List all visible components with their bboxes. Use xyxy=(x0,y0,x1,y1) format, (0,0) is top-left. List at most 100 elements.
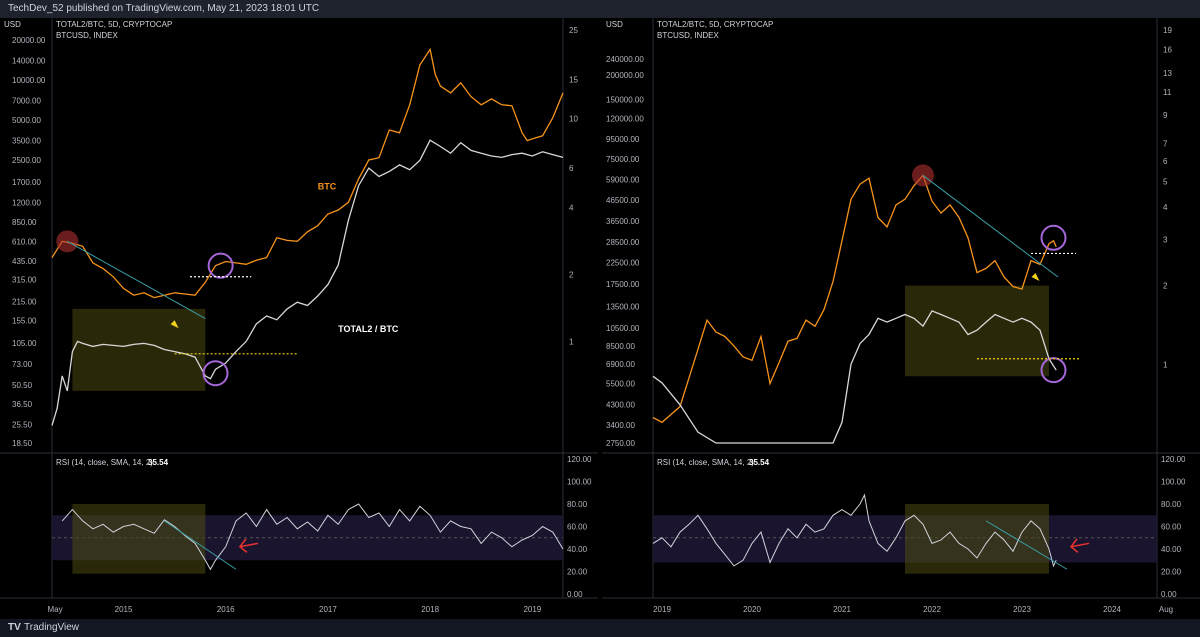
right-left-tick-15: 6900.00 xyxy=(606,360,635,369)
tradingview-logo-icon[interactable]: TV xyxy=(8,622,21,633)
right-rsi-tick-6: 0.00 xyxy=(1161,590,1177,599)
left-left-tick-17: 50.50 xyxy=(12,381,33,390)
right-breakout-circle-btc xyxy=(1040,224,1067,251)
right-x-tick-2: 2021 xyxy=(833,605,851,614)
right-rsi-line xyxy=(652,493,1057,568)
left-x-tick-1: 2015 xyxy=(115,605,133,614)
right-x-tick-3: 2022 xyxy=(923,605,941,614)
left-label-total2: TOTAL2 / BTC xyxy=(338,324,399,334)
left-rsi-tick-5: 20.00 xyxy=(567,568,588,577)
left-chart-panel[interactable]: USD TOTAL2/BTC, 5D, CRYPTOCAP BTCUSD, INDE… xyxy=(0,18,598,619)
right-chart-panel[interactable]: USD TOTAL2/BTC, 5D, CRYPTOCAP BTCUSD, INDE… xyxy=(602,18,1200,619)
left-x-tick-0: May xyxy=(48,605,63,614)
right-left-tick-5: 75000.00 xyxy=(606,155,640,164)
left-rsi-tick-6: 0.00 xyxy=(567,590,583,599)
left-rsi-tick-1: 100.00 xyxy=(567,478,592,487)
right-right-tick-2: 13 xyxy=(1163,69,1172,78)
left-left-tick-10: 610.00 xyxy=(12,237,37,246)
right-rsi-tick-5: 20.00 xyxy=(1161,568,1182,577)
left-rsi-line xyxy=(61,503,564,571)
right-right-tick-7: 5 xyxy=(1163,178,1168,187)
right-left-tick-7: 46500.00 xyxy=(606,196,640,205)
left-left-tick-12: 315.00 xyxy=(12,275,37,284)
left-currency-label: USD xyxy=(4,20,21,29)
right-downtrend-line xyxy=(922,175,1059,278)
right-rsi-value: 35.54 xyxy=(749,458,770,467)
right-chart-subtitle: BTCUSD, INDEX xyxy=(657,31,719,40)
left-left-tick-9: 850.00 xyxy=(12,218,37,227)
right-left-tick-11: 17500.00 xyxy=(606,280,640,289)
left-right-tick-1: 15 xyxy=(569,75,578,84)
left-left-tick-7: 1700.00 xyxy=(12,178,41,187)
left-chart-title: TOTAL2/BTC, 5D, CRYPTOCAP xyxy=(56,20,172,29)
left-left-tick-16: 73.00 xyxy=(12,360,33,369)
right-yellow-marker xyxy=(1031,272,1040,281)
right-left-tick-4: 95000.00 xyxy=(606,135,640,144)
left-breakout-circle-btc xyxy=(207,252,234,279)
right-consolidation-box xyxy=(905,285,1049,377)
left-consolidation-box xyxy=(72,308,206,391)
right-rsi-tick-1: 100.00 xyxy=(1161,478,1186,487)
left-left-tick-5: 3500.00 xyxy=(12,137,41,146)
right-series-total2 xyxy=(652,310,1057,444)
left-left-tick-19: 25.50 xyxy=(12,420,33,429)
left-rsi-red-arrow xyxy=(238,538,259,553)
right-currency-label: USD xyxy=(606,20,623,29)
right-left-tick-0: 240000.00 xyxy=(606,55,644,64)
left-yellow-marker xyxy=(170,320,179,329)
right-right-tick-1: 16 xyxy=(1163,46,1172,55)
right-left-tick-17: 4300.00 xyxy=(606,401,635,410)
left-x-tick-2: 2016 xyxy=(217,605,235,614)
left-rsi-label: RSI (14, close, SMA, 14, 2) xyxy=(56,458,153,467)
left-downtrend-line xyxy=(67,240,206,319)
left-left-tick-8: 1200.00 xyxy=(12,198,41,207)
right-right-tick-11: 1 xyxy=(1163,360,1168,369)
right-rsi-label: RSI (14, close, SMA, 14, 2) xyxy=(657,458,754,467)
right-right-tick-5: 7 xyxy=(1163,139,1168,148)
left-left-tick-6: 2500.00 xyxy=(12,156,41,165)
right-left-tick-8: 36500.00 xyxy=(606,217,640,226)
right-left-tick-3: 120000.00 xyxy=(606,115,644,124)
left-right-tick-3: 6 xyxy=(569,164,574,173)
right-x-tick-5: 2024 xyxy=(1103,605,1121,614)
left-right-tick-5: 2 xyxy=(569,270,574,279)
left-left-tick-18: 36.50 xyxy=(12,400,33,409)
right-left-tick-2: 150000.00 xyxy=(606,96,644,105)
left-left-tick-14: 155.00 xyxy=(12,316,37,325)
right-left-tick-12: 13500.00 xyxy=(606,302,640,311)
right-right-tick-9: 3 xyxy=(1163,236,1168,245)
right-right-tick-0: 19 xyxy=(1163,26,1172,35)
left-rsi-tick-2: 80.00 xyxy=(567,500,588,509)
right-rsi-tick-0: 120.00 xyxy=(1161,455,1186,464)
right-right-tick-10: 2 xyxy=(1163,282,1168,291)
publish-text: TechDev_52 published on TradingView.com,… xyxy=(8,3,320,14)
left-rsi-tick-4: 40.00 xyxy=(567,545,588,554)
right-left-tick-19: 2750.00 xyxy=(606,439,635,448)
tradingview-brand[interactable]: TradingView xyxy=(24,622,80,633)
right-rsi-red-arrow xyxy=(1069,538,1090,553)
left-rsi-value: 35.54 xyxy=(148,458,169,467)
right-rsi-tick-4: 40.00 xyxy=(1161,545,1182,554)
left-series-total2 xyxy=(51,139,564,426)
left-right-tick-0: 25 xyxy=(569,26,578,35)
left-left-tick-15: 105.00 xyxy=(12,339,37,348)
left-left-tick-13: 215.00 xyxy=(12,297,37,306)
right-x-tick-0: 2019 xyxy=(653,605,671,614)
right-retest-circle-total2 xyxy=(1040,357,1067,384)
right-left-tick-1: 200000.00 xyxy=(606,71,644,80)
left-left-tick-3: 7000.00 xyxy=(12,97,41,106)
chart-canvas: USD TOTAL2/BTC, 5D, CRYPTOCAP BTCUSD, INDE… xyxy=(0,18,1200,619)
right-x-tick-6: Aug xyxy=(1159,605,1173,614)
left-retest-circle-total2 xyxy=(202,360,229,387)
right-left-tick-13: 10500.00 xyxy=(606,324,640,333)
publish-header: TechDev_52 published on TradingView.com,… xyxy=(0,0,1200,18)
left-left-tick-4: 5000.00 xyxy=(12,116,41,125)
left-left-tick-2: 10000.00 xyxy=(12,76,46,85)
right-rsi-downtrend-line xyxy=(985,520,1068,570)
right-x-tick-1: 2020 xyxy=(743,605,761,614)
left-x-tick-4: 2018 xyxy=(421,605,439,614)
right-series-btc xyxy=(652,174,1057,424)
right-right-tick-3: 11 xyxy=(1163,88,1172,97)
right-rsi-tick-3: 60.00 xyxy=(1161,523,1182,532)
left-left-tick-20: 18.50 xyxy=(12,439,33,448)
